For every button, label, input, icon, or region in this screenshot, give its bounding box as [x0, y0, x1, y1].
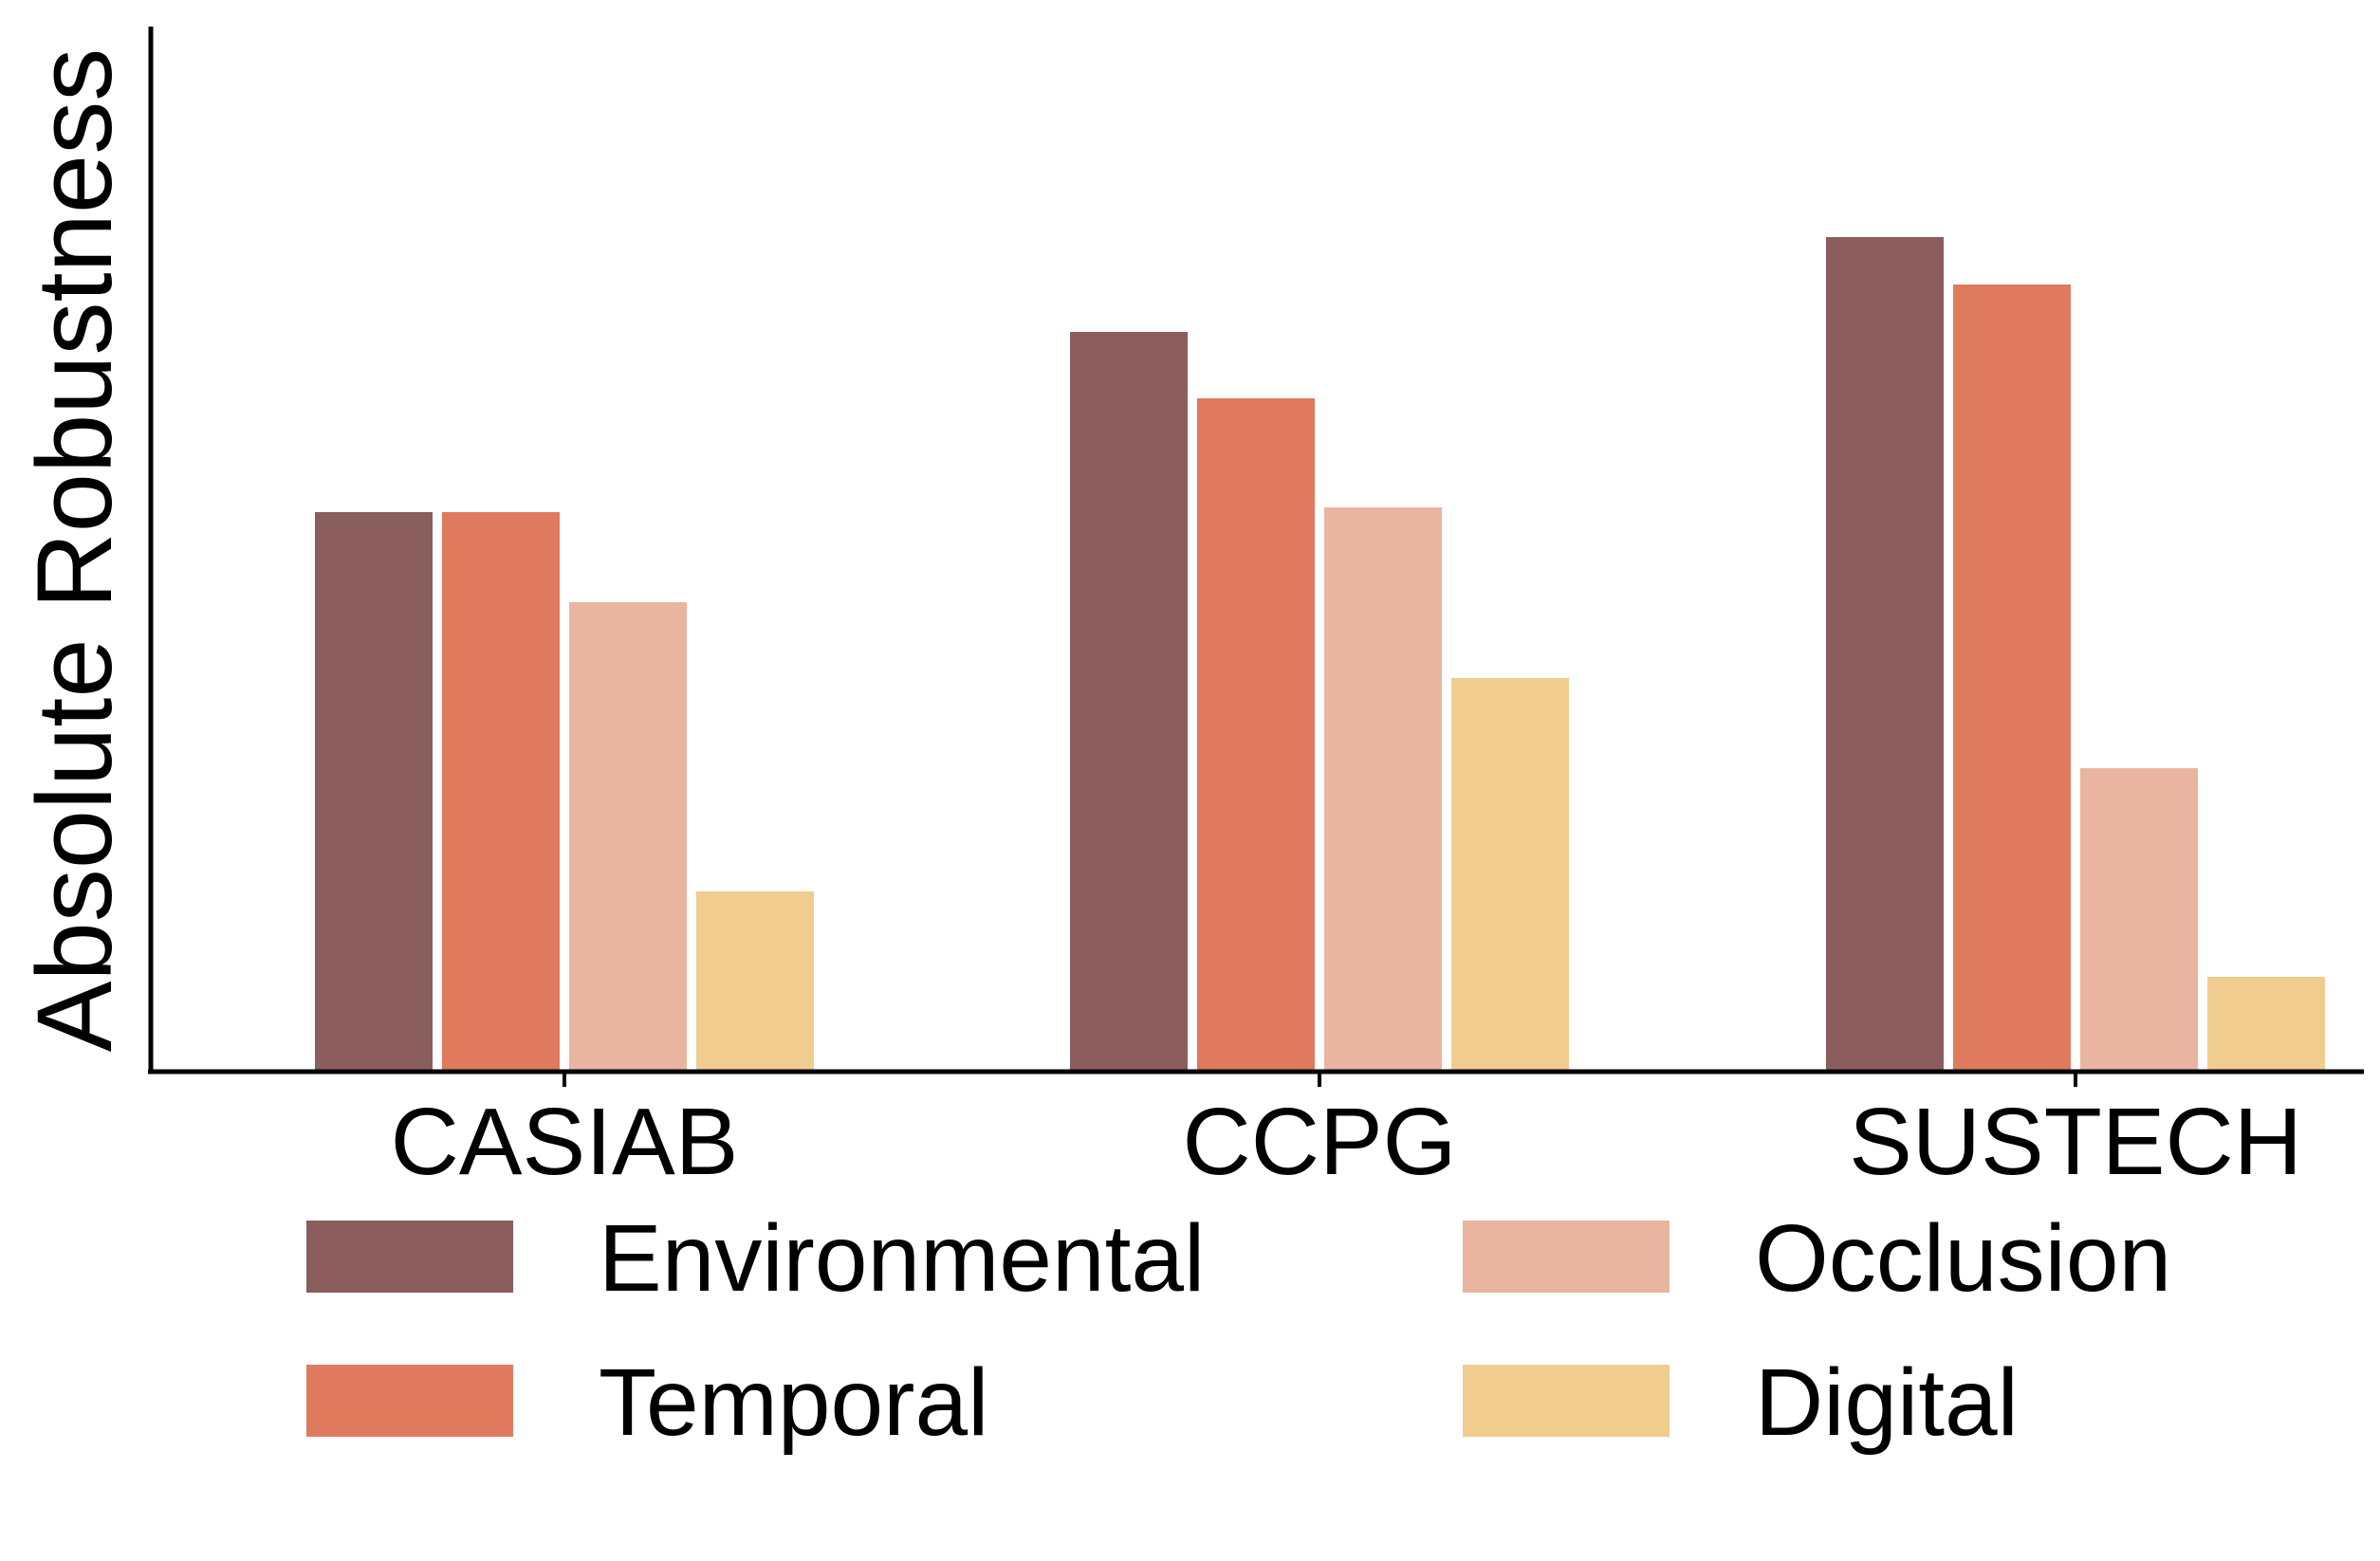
bar-digital-sustech [2207, 977, 2325, 1072]
legend-label-temporal: Temporal [599, 1350, 988, 1456]
y-axis-label: Absolute Robustness [15, 48, 134, 1052]
legend-swatch-temporal [306, 1365, 513, 1437]
x-tick-label: CASIAB [391, 1089, 739, 1195]
x-tick-label: CCPG [1183, 1089, 1457, 1195]
axes [148, 27, 2364, 1074]
bar-temporal-sustech [1953, 285, 2071, 1072]
bar-digital-casiab [696, 891, 814, 1072]
legend-label-environmental: Environmental [599, 1205, 1205, 1312]
bar-environmental-casiab [315, 512, 433, 1072]
bar-digital-ccpg [1451, 678, 1569, 1072]
bar-temporal-ccpg [1197, 398, 1315, 1072]
legend-swatch-environmental [306, 1221, 513, 1293]
bar-environmental-sustech [1826, 237, 1944, 1072]
legend-label-digital: Digital [1755, 1350, 2019, 1456]
bar-occlusion-casiab [569, 602, 687, 1072]
legend-swatch-occlusion [1463, 1221, 1670, 1293]
x-tick-label: SUSTECH [1849, 1089, 2302, 1195]
x-ticks: CASIAB CCPG SUSTECH [391, 1072, 2302, 1195]
legend: Environmental Temporal Occlusion Digital [306, 1205, 2171, 1456]
bar-temporal-casiab [442, 512, 560, 1072]
legend-swatch-digital [1463, 1365, 1670, 1437]
bar-occlusion-ccpg [1324, 507, 1442, 1072]
bar-occlusion-sustech [2080, 768, 2198, 1072]
bar-environmental-ccpg [1070, 332, 1188, 1072]
bars-layer [315, 237, 2325, 1072]
legend-label-occlusion: Occlusion [1755, 1205, 2171, 1312]
